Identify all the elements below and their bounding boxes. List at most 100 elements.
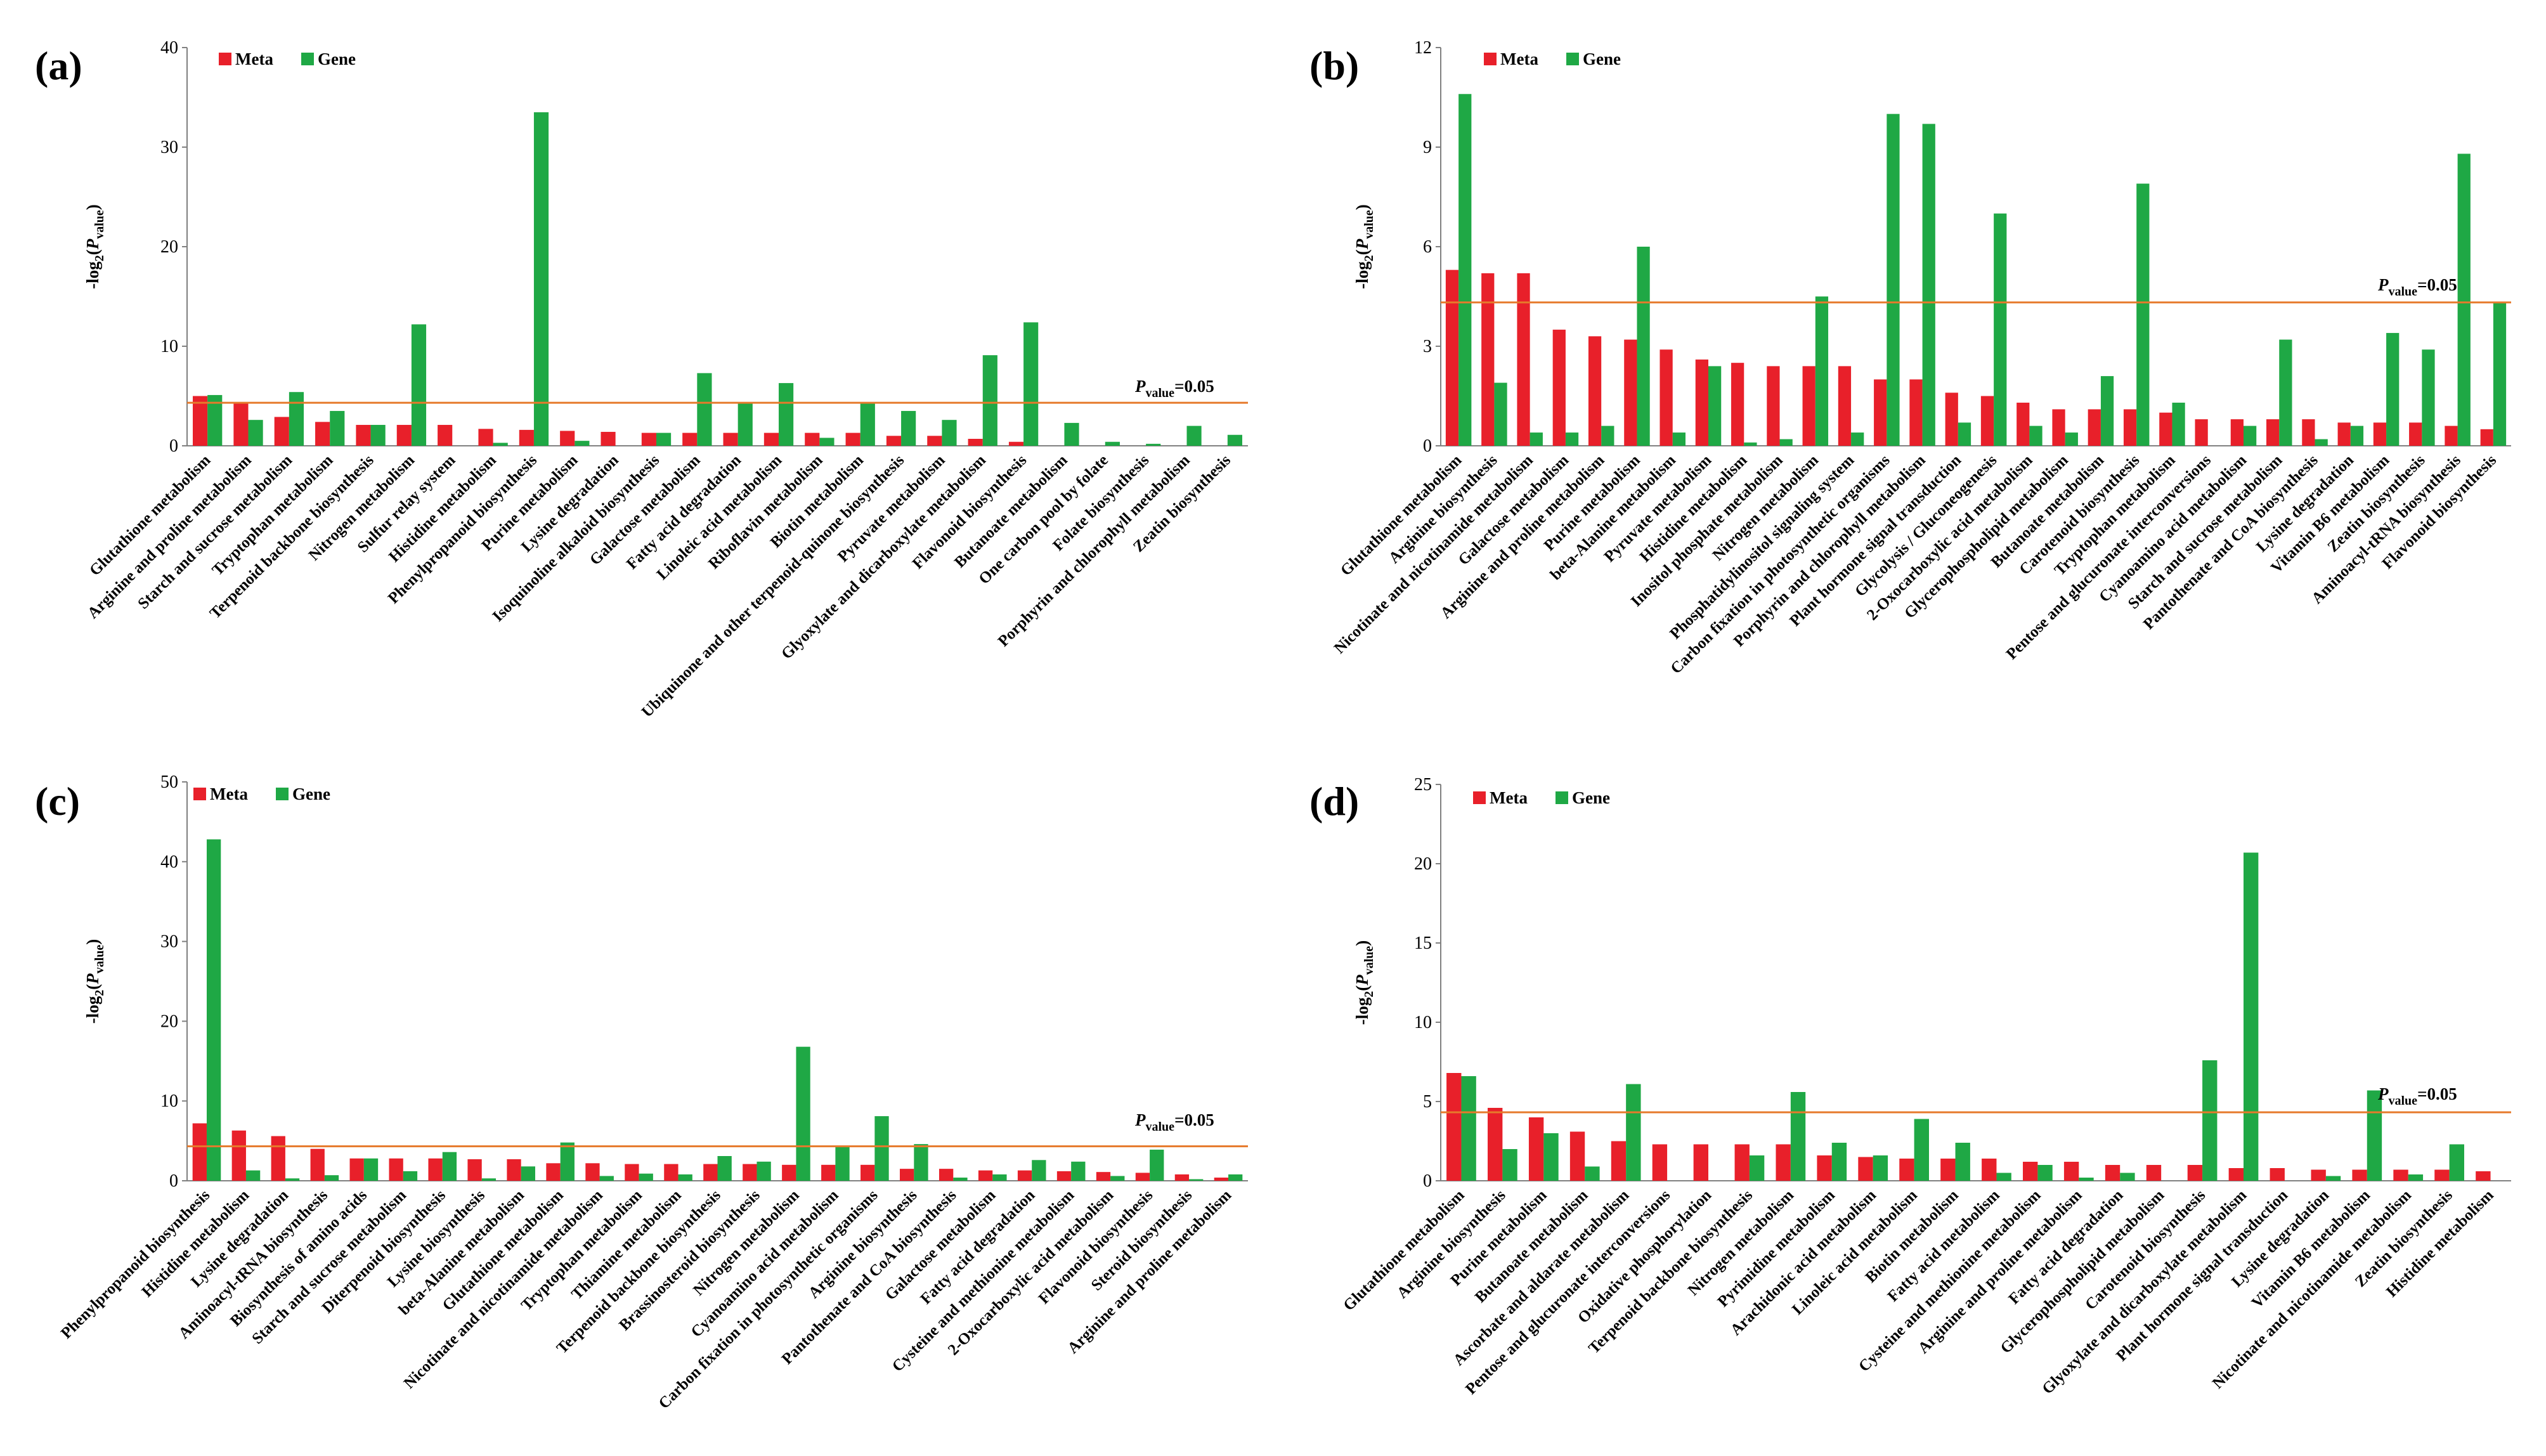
bar-gene [992,1174,1007,1181]
bar-gene [1873,1155,1888,1181]
bar-meta [2187,1165,2203,1181]
bar-meta [1945,393,1958,446]
bar-meta [805,432,820,446]
bar-gene [1227,434,1242,446]
bar-gene [403,1171,418,1181]
y-tick-label: 20 [1414,854,1432,874]
bar-gene [599,1176,614,1181]
bar-meta [585,1163,600,1181]
bar-meta [1982,1159,1997,1181]
bar-meta [467,1159,482,1181]
bar-gene [860,403,875,446]
bar-meta [1776,1144,1791,1181]
bar-meta [1096,1172,1111,1181]
bar-gene [678,1174,692,1181]
bar-gene [639,1173,653,1181]
bar-gene [2422,349,2435,446]
bar-gene [575,441,590,446]
bar-meta [546,1163,561,1181]
legend-swatch-gene [301,53,314,65]
panel-label: (c) [35,779,80,824]
bar-meta [2105,1165,2121,1181]
bar-meta [1517,273,1530,446]
legend-swatch-meta [193,788,206,800]
bar-gene [1461,1076,1476,1181]
bar-meta [271,1136,285,1181]
bar-gene [2408,1174,2424,1181]
bar-meta [2393,1169,2408,1181]
bar-gene [953,1177,968,1181]
bar-meta [1445,270,1459,446]
bar-gene [363,1158,379,1181]
bar-gene [2325,1176,2341,1181]
bar-gene [1749,1155,1765,1181]
bar-meta [2063,1162,2079,1181]
bar-gene [493,443,508,446]
bar-meta [349,1158,364,1181]
bar-meta [1528,1117,1544,1181]
legend-label-gene: Gene [292,784,330,803]
bar-gene [1601,426,1614,446]
panel-label: (b) [1309,43,1359,88]
bar-gene [1626,1084,1641,1181]
bar-gene [411,324,427,446]
bar-meta [782,1164,796,1181]
legend-swatch-meta [1473,791,1486,804]
x-tick-label: Starch and sucrose metabolism [134,452,296,613]
bar-gene [717,1156,732,1181]
bar-gene [1637,247,1650,446]
bar-meta [2311,1169,2326,1181]
bar-meta [315,422,330,446]
bar-gene [656,432,672,446]
bar-meta [2017,402,2030,446]
bar-gene [2065,432,2078,446]
panel-label: (a) [35,43,82,88]
bar-meta [231,1130,246,1181]
bar-meta [2476,1171,2491,1181]
legend-swatch-gene [276,788,289,800]
bar-meta [1008,441,1024,446]
bar-meta [356,425,371,446]
legend-label-gene: Gene [318,49,356,68]
y-tick-label: 9 [1423,138,1432,157]
legend-label-meta: Meta [1490,788,1528,807]
bar-gene [1708,366,1722,446]
bar-gene [1228,1174,1243,1181]
y-tick-label: 40 [160,852,178,872]
bar-meta [1481,273,1495,446]
legend-label-gene: Gene [1583,49,1621,68]
bar-meta [1017,1170,1032,1181]
bar-meta [2434,1169,2450,1181]
bar-gene [1831,1143,1847,1181]
bar-gene [481,1178,497,1181]
bar-gene [2029,426,2043,446]
bar-gene [1530,432,1543,446]
bar-gene [2172,402,2185,446]
bar-gene [2386,333,2400,446]
bar-gene [2120,1173,2135,1181]
bar-meta [1802,366,1815,446]
bar-meta [1214,1177,1229,1181]
bar-meta [2228,1168,2244,1181]
bar-gene [1851,432,1864,446]
bar-meta [478,429,493,446]
bar-gene [1922,124,1935,446]
bar-gene [1150,1149,1164,1181]
bar-meta [2445,426,2458,446]
y-axis-title: -log2(Pvalue) [83,939,107,1024]
legend-label-meta: Meta [235,49,273,68]
bar-gene [560,1142,575,1181]
bar-meta [428,1158,443,1181]
bar-meta [2195,419,2208,446]
bar-gene [285,1178,300,1181]
bar-meta [1909,379,1923,446]
y-tick-label: 5 [1423,1092,1432,1112]
y-tick-label: 0 [169,436,178,456]
bar-gene [1815,296,1829,446]
bar-meta [2352,1169,2367,1181]
bar-meta [2480,429,2493,446]
y-axis-title: -log2(Pvalue) [1353,204,1376,289]
panel-label: (d) [1309,779,1359,824]
bar-meta [900,1169,914,1181]
bar-gene [2315,439,2328,446]
